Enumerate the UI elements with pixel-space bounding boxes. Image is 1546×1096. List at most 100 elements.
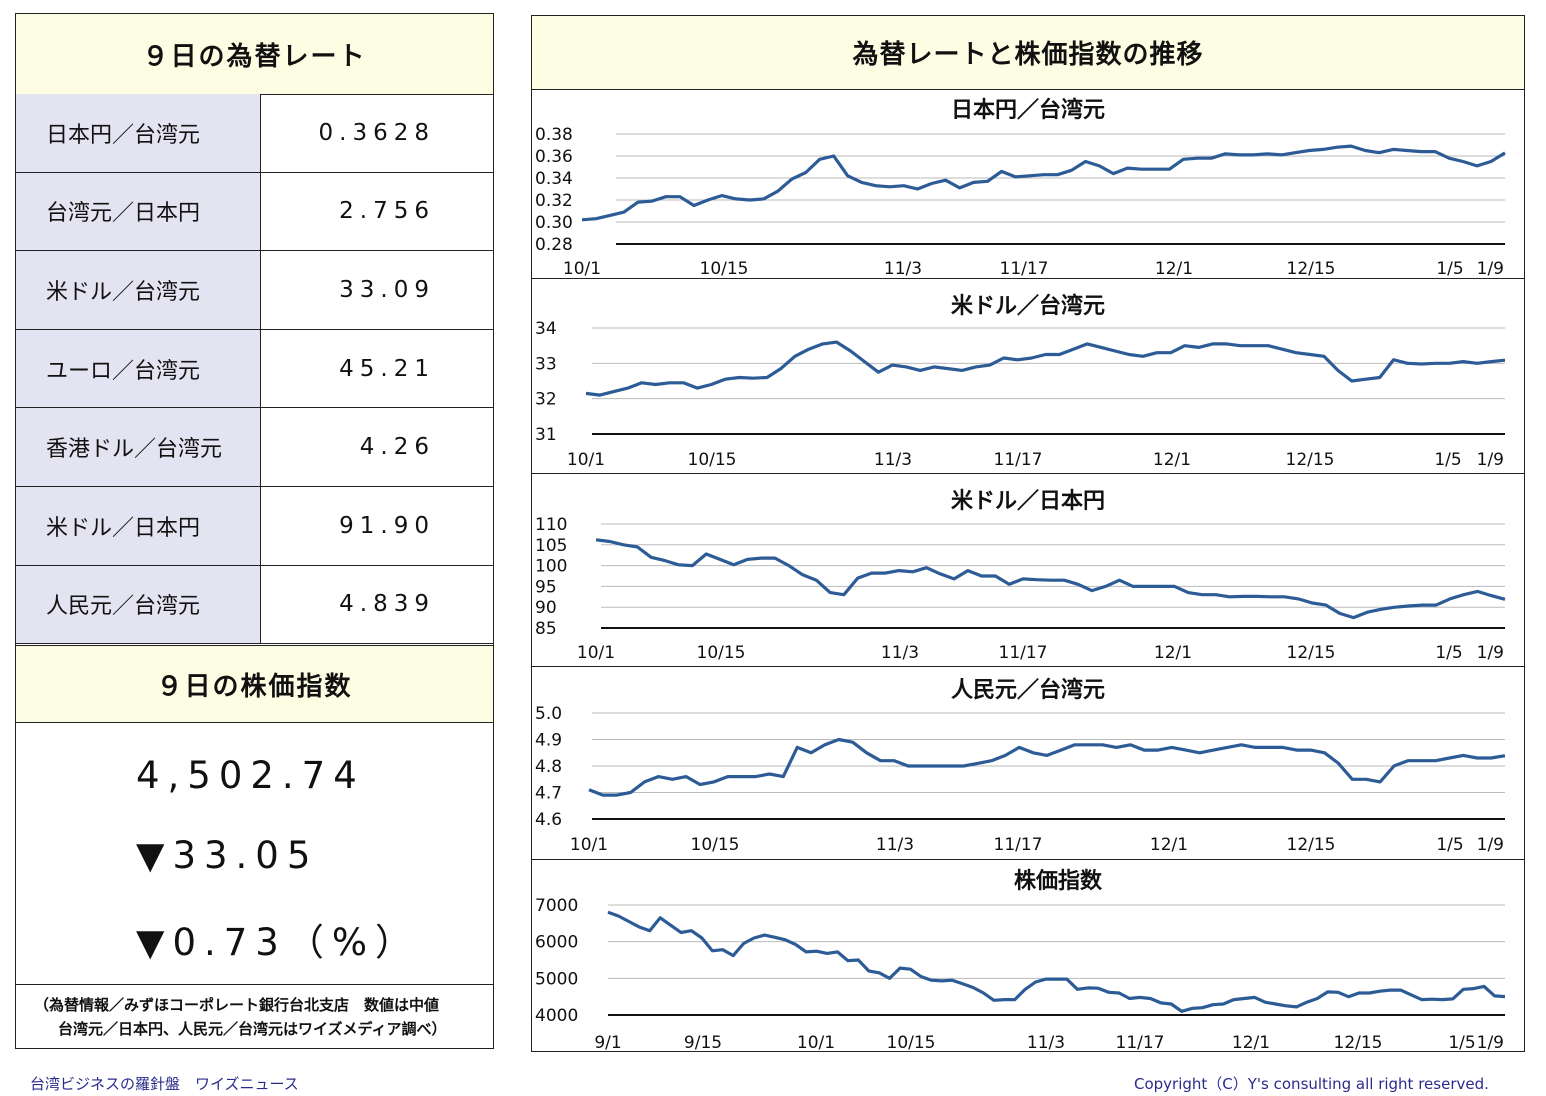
x-tick-label: 12/1 bbox=[1150, 835, 1188, 855]
y-tick-label: 7000 bbox=[535, 896, 578, 916]
rate-label: 人民元／台湾元 bbox=[16, 565, 261, 644]
y-tick-label: 0.28 bbox=[535, 235, 573, 255]
x-tick-label: 11/3 bbox=[1027, 1033, 1065, 1051]
x-tick-label: 10/15 bbox=[887, 1033, 936, 1051]
chart-title-usd-jpy: 米ドル／日本円 bbox=[950, 489, 1105, 514]
y-tick-label: 0.38 bbox=[535, 125, 573, 145]
charts-panel: 為替レートと株価指数の推移 日本円／台湾元 米ドル／台湾元 米ドル／日本円 人民… bbox=[531, 15, 1525, 1052]
rate-label: 米ドル／台湾元 bbox=[16, 251, 261, 329]
x-tick-label: 11/17 bbox=[994, 450, 1043, 470]
chart-separator bbox=[532, 473, 1524, 474]
x-tick-label: 11/3 bbox=[874, 450, 912, 470]
x-tick-label: 11/17 bbox=[994, 835, 1043, 855]
chart-title-usd-twd: 米ドル／台湾元 bbox=[950, 294, 1105, 319]
rate-value: 4.26 bbox=[359, 434, 435, 461]
x-tick-label: 1/5 bbox=[1448, 1033, 1475, 1051]
rate-value: 33.09 bbox=[339, 276, 435, 303]
chart-group: 5.0 4.9 4.8 4.7 4.6 10/1 10/15 11/3 11/17 12/1 12/… bbox=[535, 704, 1506, 855]
x-tick-label: 10/15 bbox=[688, 450, 737, 470]
rate-row: 日本円／台湾元 0.3628 bbox=[16, 94, 493, 173]
x-tick-label: 11/17 bbox=[1000, 259, 1049, 279]
x-tick-label: 10/1 bbox=[567, 450, 605, 470]
chart-title-cny-twd: 人民元／台湾元 bbox=[950, 678, 1105, 703]
y-tick-label: 4.7 bbox=[535, 784, 562, 804]
footer-left: 台湾ビジネスの羅針盤 ワイズニュース bbox=[30, 1075, 299, 1093]
x-tick-label: 12/1 bbox=[1232, 1033, 1270, 1051]
x-tick-label: 12/15 bbox=[1287, 259, 1336, 279]
rate-label: 米ドル／日本円 bbox=[16, 487, 261, 565]
y-tick-label: 5.0 bbox=[535, 704, 562, 724]
rate-row: 香港ドル／台湾元 4.26 bbox=[16, 408, 493, 487]
x-tick-label: 12/15 bbox=[1287, 643, 1336, 663]
stock-title: ９日の株価指数 bbox=[16, 645, 493, 723]
x-tick-label: 1/5 bbox=[1436, 259, 1463, 279]
rate-row: 米ドル／台湾元 33.09 bbox=[16, 251, 493, 330]
x-tick-label: 1/9 bbox=[1477, 450, 1504, 470]
y-tick-label: 0.34 bbox=[535, 169, 573, 189]
y-tick-label: 5000 bbox=[535, 969, 578, 989]
chart-separator bbox=[532, 666, 1524, 667]
y-tick-label: 4.8 bbox=[535, 757, 562, 777]
y-tick-label: 0.32 bbox=[535, 191, 573, 211]
x-tick-label: 1/5 bbox=[1436, 835, 1463, 855]
footer-copyright: Copyright（C）Y's consulting all right res… bbox=[1134, 1075, 1489, 1093]
x-tick-label: 1/9 bbox=[1477, 259, 1504, 279]
series-line bbox=[581, 144, 1506, 222]
y-tick-label: 33 bbox=[535, 354, 557, 374]
rate-label: 日本円／台湾元 bbox=[16, 94, 261, 172]
x-tick-label: 12/15 bbox=[1287, 835, 1336, 855]
y-tick-label: 6000 bbox=[535, 933, 578, 953]
y-tick-label: 4000 bbox=[535, 1006, 578, 1026]
rate-value: 91.90 bbox=[339, 512, 435, 539]
x-tick-label: 9/15 bbox=[684, 1033, 722, 1051]
x-tick-label: 1/9 bbox=[1477, 1033, 1504, 1051]
rate-value: 45.21 bbox=[339, 355, 435, 382]
x-tick-label: 12/15 bbox=[1286, 450, 1335, 470]
rate-value: 4.839 bbox=[339, 591, 435, 618]
x-tick-label: 10/1 bbox=[577, 643, 615, 663]
x-tick-label: 11/17 bbox=[999, 643, 1048, 663]
y-tick-label: 31 bbox=[535, 425, 557, 445]
y-tick-label: 34 bbox=[535, 319, 557, 339]
x-tick-label: 1/9 bbox=[1477, 643, 1504, 663]
y-tick-label: 95 bbox=[535, 577, 557, 597]
x-tick-label: 10/15 bbox=[691, 835, 740, 855]
series-line bbox=[585, 340, 1506, 397]
chart-separator bbox=[532, 859, 1524, 860]
chart-group: 7000 6000 5000 4000 9/1 9/15 10/1 10/15 11/3 11/1… bbox=[535, 896, 1506, 1051]
rate-value: 0.3628 bbox=[318, 119, 435, 146]
x-tick-label: 12/1 bbox=[1154, 643, 1192, 663]
series-line bbox=[607, 910, 1506, 1013]
rate-row: 台湾元／日本円 2.756 bbox=[16, 172, 493, 252]
chart-separator bbox=[532, 278, 1524, 279]
x-tick-label: 10/15 bbox=[700, 259, 749, 279]
x-tick-label: 1/9 bbox=[1477, 835, 1504, 855]
y-tick-label: 90 bbox=[535, 598, 557, 618]
x-tick-label: 1/5 bbox=[1434, 450, 1461, 470]
y-tick-label: 100 bbox=[535, 557, 567, 577]
y-tick-label: 32 bbox=[535, 390, 557, 410]
chart-title-stock-index: 株価指数 bbox=[1013, 869, 1102, 894]
rate-label: 台湾元／日本円 bbox=[16, 172, 261, 251]
x-tick-label: 10/1 bbox=[563, 259, 601, 279]
y-tick-label: 4.6 bbox=[535, 810, 562, 830]
rate-row: ユーロ／台湾元 45.21 bbox=[16, 329, 493, 409]
chart-group: 34 33 32 31 10/1 10/15 11/3 11/17 12/1 12/15 1/5 1/… bbox=[535, 319, 1506, 470]
chart-group: 0.380.360.340.320.300.28 10/1 10/15 11/3 11/… bbox=[535, 125, 1506, 279]
charts-svg: 0.380.360.340.320.300.28 10/1 10/15 11/3 11/… bbox=[535, 125, 1506, 1051]
x-tick-label: 12/1 bbox=[1155, 259, 1193, 279]
rate-value: 2.756 bbox=[339, 198, 435, 225]
x-tick-label: 10/1 bbox=[570, 835, 608, 855]
charts-title: 為替レートと株価指数の推移 bbox=[532, 16, 1524, 90]
x-tick-label: 9/1 bbox=[594, 1033, 621, 1051]
note-divider bbox=[16, 984, 493, 985]
series-line bbox=[588, 737, 1506, 797]
rates-panel: ９日の為替レート 日本円／台湾元 0.3628 台湾元／日本円 2.756 米ドル／台湾… bbox=[15, 13, 494, 1049]
x-tick-label: 10/15 bbox=[697, 643, 746, 663]
x-tick-label: 11/17 bbox=[1116, 1033, 1165, 1051]
rate-label: ユーロ／台湾元 bbox=[16, 329, 261, 408]
x-tick-label: 12/15 bbox=[1334, 1033, 1383, 1051]
rate-row: 米ドル／日本円 91.90 bbox=[16, 487, 493, 566]
stock-index-change-pct: ▼0.73（%） bbox=[136, 921, 420, 964]
